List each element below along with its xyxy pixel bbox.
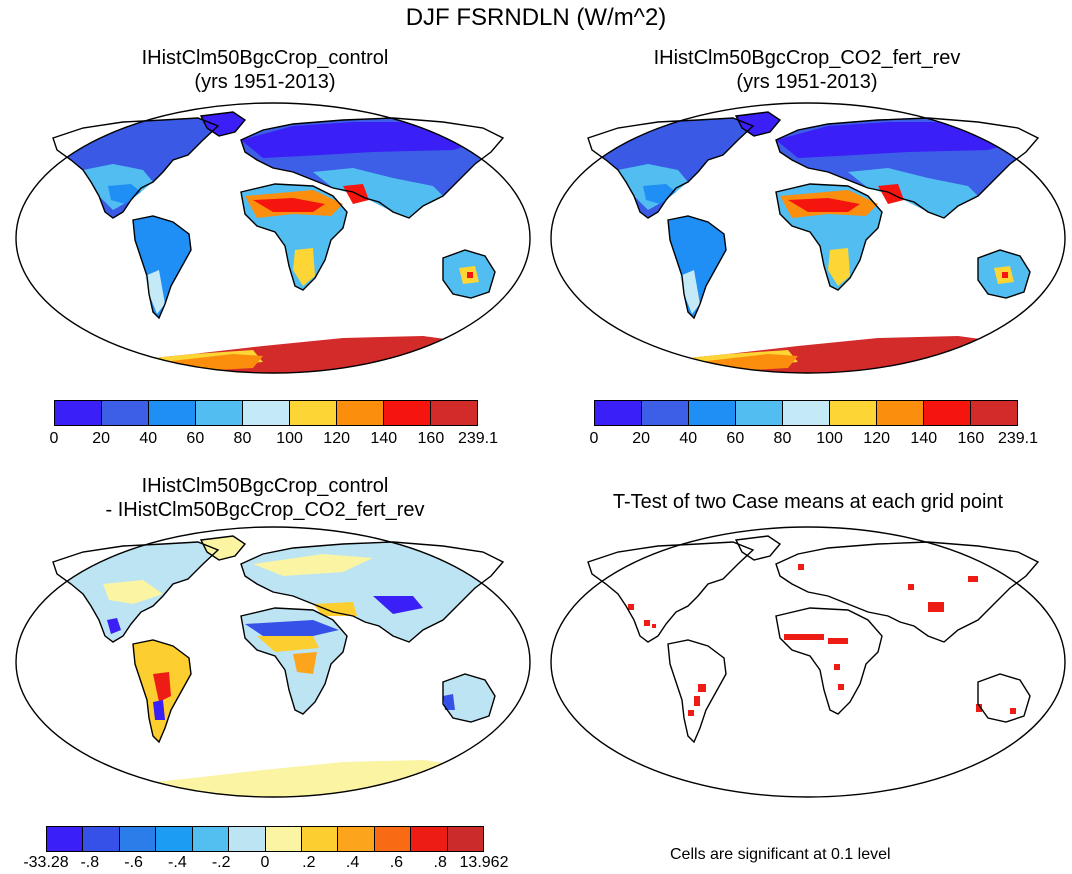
- colorbar-swatch: [229, 827, 266, 851]
- colorbar-swatch: [102, 401, 149, 425]
- colorbar-control-labels: 0 20 40 60 80 100 120 140 160 239.1: [50, 430, 498, 450]
- colorbar-tick-label: 160: [957, 430, 985, 447]
- colorbar-swatch: [689, 401, 736, 425]
- colorbar-swatch: [374, 827, 412, 851]
- colorbar-swatch: [924, 401, 971, 425]
- colorbar-tick-label: -.6: [124, 854, 143, 871]
- colorbar-tick-label: 20: [92, 430, 111, 447]
- panel-2-title-line2: (yrs 1951-2013): [736, 71, 878, 93]
- colorbar-tick-label: -.2: [211, 854, 231, 871]
- colorbar-tick-label: -.8: [80, 854, 100, 871]
- panel-4-title: T-Test of two Case means at each grid po…: [548, 490, 1068, 514]
- colorbar-tick-label: 0: [49, 430, 59, 447]
- colorbar-swatch: [119, 827, 157, 851]
- colorbar-difference-labels: -33.28 -.8 -.6 -.4 -.2 0 .2 .4 .6 .8 13.962: [23, 854, 508, 874]
- colorbar-swatch: [265, 827, 302, 851]
- colorbar-tick-label: 100: [276, 430, 303, 447]
- colorbar-swatch: [411, 827, 448, 851]
- panel-2-title-line1: IHistClm50BgcCrop_CO2_fert_rev: [653, 47, 961, 69]
- map-difference: [13, 524, 533, 800]
- colorbar-swatch: [149, 401, 196, 425]
- colorbar-swatch: [338, 827, 375, 851]
- colorbar-tick-label: -33.28: [23, 854, 69, 871]
- main-title: DJF FSRNDLN (W/m^2): [405, 4, 667, 31]
- colorbar-tick-label: 140: [910, 430, 938, 447]
- colorbar-swatch: [243, 401, 290, 425]
- colorbar-tick-label: 13.962: [459, 854, 509, 871]
- significance-note: Cells are significant at 0.1 level: [670, 846, 891, 863]
- map-ttest: [548, 524, 1068, 800]
- colorbar-tick-label: .2: [302, 854, 316, 871]
- colorbar-swatch: [595, 401, 642, 425]
- colorbar-swatch: [290, 401, 337, 425]
- colorbar-tick-label: 120: [863, 430, 891, 447]
- colorbar-tick-label: .4: [345, 854, 360, 871]
- panel-1-title-line1: IHistClm50BgcCrop_control: [141, 47, 389, 69]
- colorbar-tick-label: 80: [233, 430, 252, 447]
- colorbar-tick-label: 100: [816, 430, 843, 447]
- colorbar-tick-label: .6: [389, 854, 404, 871]
- colorbar-swatch: [877, 401, 924, 425]
- panel-3-title: IHistClm50BgcCrop_control - IHistClm50Bg…: [30, 474, 500, 522]
- colorbar-difference: [46, 826, 484, 852]
- colorbar-co2-fert-rev: [594, 400, 1018, 426]
- colorbar-swatch: [156, 827, 193, 851]
- colorbar-swatch: [337, 401, 384, 425]
- colorbar-tick-label: 0: [589, 430, 599, 447]
- colorbar-co2-fert-rev-labels: 0 20 40 60 80 100 120 140 160 239.1: [590, 430, 1038, 450]
- colorbar-tick-label: 60: [726, 430, 745, 447]
- colorbar-tick-label: .8: [433, 854, 447, 871]
- colorbar-tick-label: 40: [139, 430, 158, 447]
- colorbar-tick-label: 40: [679, 430, 698, 447]
- colorbar-tick-label: 160: [417, 430, 445, 447]
- panel-3-title-line2: - IHistClm50BgcCrop_CO2_fert_rev: [105, 499, 425, 521]
- panel-1-title-line2: (yrs 1951-2013): [194, 71, 336, 93]
- colorbar-tick-label: 140: [370, 430, 398, 447]
- panel-1-title: IHistClm50BgcCrop_control (yrs 1951-2013…: [40, 46, 490, 94]
- colorbar-swatch: [47, 827, 84, 851]
- colorbar-swatch: [196, 401, 243, 425]
- map-co2-fert-rev: [548, 100, 1068, 376]
- colorbar-tick-label: 0: [260, 854, 270, 871]
- colorbar-tick-label: 239.1: [457, 430, 499, 447]
- colorbar-swatch: [830, 401, 877, 425]
- colorbar-swatch: [55, 401, 102, 425]
- colorbar-swatch: [192, 827, 230, 851]
- colorbar-swatch: [447, 827, 484, 851]
- colorbar-swatch: [783, 401, 830, 425]
- colorbar-swatch: [301, 827, 339, 851]
- colorbar-swatch: [431, 401, 477, 425]
- panel-2-title: IHistClm50BgcCrop_CO2_fert_rev (yrs 1951…: [582, 46, 1032, 94]
- colorbar-swatch: [642, 401, 689, 425]
- colorbar-tick-label: 120: [323, 430, 351, 447]
- map-control: [13, 100, 533, 376]
- colorbar-swatch: [384, 401, 431, 425]
- panel-4-title-line1: T-Test of two Case means at each grid po…: [612, 491, 1004, 513]
- colorbar-swatch: [736, 401, 783, 425]
- colorbar-tick-label: 60: [186, 430, 205, 447]
- colorbar-tick-label: 239.1: [997, 430, 1039, 447]
- colorbar-swatch: [83, 827, 120, 851]
- panel-3-title-line1: IHistClm50BgcCrop_control: [141, 475, 389, 497]
- colorbar-swatch: [971, 401, 1017, 425]
- colorbar-tick-label: 80: [773, 430, 792, 447]
- colorbar-control: [54, 400, 478, 426]
- colorbar-tick-label: -.4: [168, 854, 187, 871]
- colorbar-tick-label: 20: [632, 430, 651, 447]
